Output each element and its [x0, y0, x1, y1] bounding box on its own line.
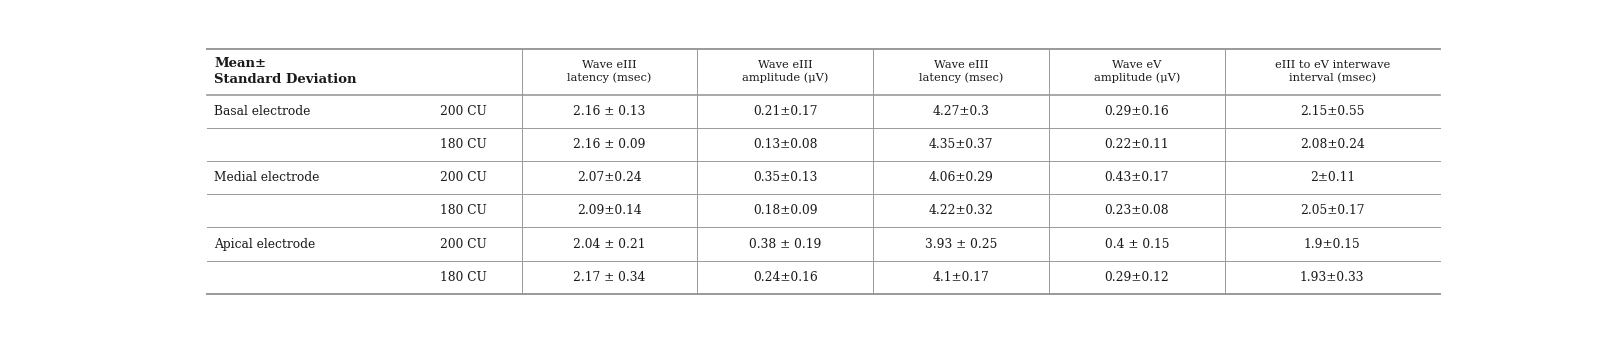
- Text: 2.07±0.24: 2.07±0.24: [577, 171, 642, 184]
- Text: 0.24±0.16: 0.24±0.16: [752, 271, 818, 284]
- Text: 0.43±0.17: 0.43±0.17: [1105, 171, 1169, 184]
- Text: 180 CU: 180 CU: [441, 204, 488, 217]
- Text: Basal electrode: Basal electrode: [215, 105, 311, 118]
- Text: 200 CU: 200 CU: [441, 238, 488, 251]
- Text: 0.35±0.13: 0.35±0.13: [752, 171, 818, 184]
- Text: 200 CU: 200 CU: [441, 171, 488, 184]
- Text: 3.93 ± 0.25: 3.93 ± 0.25: [926, 238, 998, 251]
- Text: Apical electrode: Apical electrode: [215, 238, 316, 251]
- Text: 2.15±0.55: 2.15±0.55: [1301, 105, 1365, 118]
- Text: 4.35±0.37: 4.35±0.37: [929, 138, 993, 151]
- Text: eIII to eV interwave
interval (msec): eIII to eV interwave interval (msec): [1275, 60, 1391, 83]
- Text: 2.09±0.14: 2.09±0.14: [577, 204, 642, 217]
- Text: 200 CU: 200 CU: [441, 105, 488, 118]
- Text: 0.23±0.08: 0.23±0.08: [1105, 204, 1169, 217]
- Text: 2.16 ± 0.13: 2.16 ± 0.13: [573, 105, 646, 118]
- Text: 4.06±0.29: 4.06±0.29: [929, 171, 993, 184]
- Text: 4.22±0.32: 4.22±0.32: [929, 204, 993, 217]
- Text: 4.1±0.17: 4.1±0.17: [932, 271, 990, 284]
- Text: 0.38 ± 0.19: 0.38 ± 0.19: [749, 238, 821, 251]
- Text: Wave eIII
latency (msec): Wave eIII latency (msec): [919, 60, 1002, 83]
- Text: 0.13±0.08: 0.13±0.08: [752, 138, 818, 151]
- Text: Mean±
Standard Deviation: Mean± Standard Deviation: [215, 57, 356, 86]
- Text: 0.29±0.12: 0.29±0.12: [1105, 271, 1169, 284]
- Text: 0.22±0.11: 0.22±0.11: [1105, 138, 1169, 151]
- Text: 180 CU: 180 CU: [441, 271, 488, 284]
- Text: 2±0.11: 2±0.11: [1310, 171, 1355, 184]
- Text: 1.9±0.15: 1.9±0.15: [1304, 238, 1360, 251]
- Text: Wave eV
amplitude (μV): Wave eV amplitude (μV): [1094, 60, 1181, 83]
- Text: 0.29±0.16: 0.29±0.16: [1105, 105, 1169, 118]
- Text: 2.16 ± 0.09: 2.16 ± 0.09: [573, 138, 646, 151]
- Text: Medial electrode: Medial electrode: [215, 171, 319, 184]
- Text: 2.05±0.17: 2.05±0.17: [1301, 204, 1365, 217]
- Text: 0.18±0.09: 0.18±0.09: [752, 204, 818, 217]
- Text: 2.04 ± 0.21: 2.04 ± 0.21: [573, 238, 646, 251]
- Text: 0.4 ± 0.15: 0.4 ± 0.15: [1105, 238, 1169, 251]
- Text: 2.08±0.24: 2.08±0.24: [1299, 138, 1365, 151]
- Text: 2.17 ± 0.34: 2.17 ± 0.34: [573, 271, 646, 284]
- Text: Wave eIII
amplitude (μV): Wave eIII amplitude (μV): [743, 60, 828, 83]
- Text: 1.93±0.33: 1.93±0.33: [1301, 271, 1365, 284]
- Text: Wave eIII
latency (msec): Wave eIII latency (msec): [568, 60, 651, 83]
- Text: 4.27±0.3: 4.27±0.3: [932, 105, 990, 118]
- Text: 0.21±0.17: 0.21±0.17: [752, 105, 818, 118]
- Text: 180 CU: 180 CU: [441, 138, 488, 151]
